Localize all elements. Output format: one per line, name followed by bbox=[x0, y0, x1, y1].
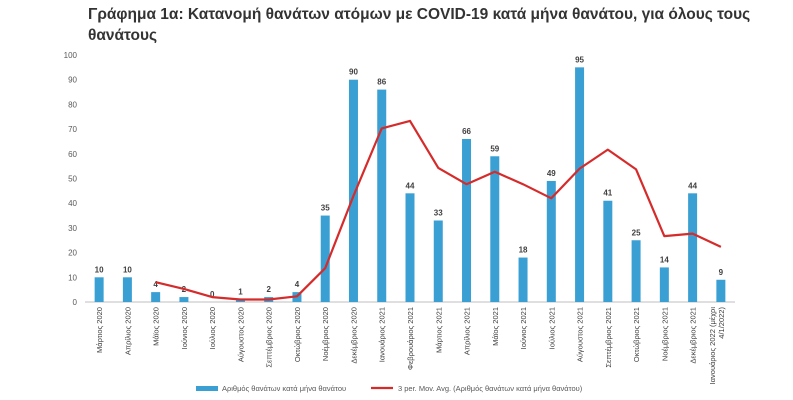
bar-value-label: 41 bbox=[603, 189, 612, 198]
y-tick-label: 20 bbox=[68, 249, 77, 258]
y-tick-label: 90 bbox=[68, 76, 77, 85]
x-tick-label: Απρίλιος 2021 bbox=[463, 307, 472, 355]
bar bbox=[94, 277, 104, 302]
y-tick-label: 40 bbox=[68, 199, 77, 208]
y-tick-label: 80 bbox=[68, 100, 77, 109]
bar-value-label: 2 bbox=[266, 285, 271, 294]
x-tick-label: Μάϊος 2020 bbox=[152, 307, 161, 346]
bar bbox=[122, 277, 132, 302]
x-tick-label: Μάϊος 2021 bbox=[491, 307, 500, 346]
bar-value-label: 66 bbox=[462, 127, 471, 136]
y-tick-label: 0 bbox=[73, 298, 78, 307]
bar bbox=[546, 180, 556, 302]
y-tick-label: 70 bbox=[68, 125, 77, 134]
bar bbox=[151, 292, 161, 302]
y-tick-label: 100 bbox=[64, 51, 78, 60]
bar-value-label: 4 bbox=[295, 280, 300, 289]
bar bbox=[688, 193, 698, 302]
x-tick-label: Σεπτέμβριος 2020 bbox=[265, 307, 274, 368]
bar-value-label: 33 bbox=[434, 208, 443, 217]
y-tick-label: 50 bbox=[68, 175, 77, 184]
bar-value-label: 1 bbox=[238, 288, 243, 297]
bar bbox=[320, 215, 330, 302]
chart-title: Γράφημα 1α: Κατανομή θανάτων ατόμων με C… bbox=[88, 6, 751, 44]
bar bbox=[716, 279, 726, 302]
x-tick-label: Νοέμβριος 2020 bbox=[321, 307, 330, 361]
x-tick-label: Μάρτιος 2021 bbox=[434, 307, 443, 353]
bar-value-label: 49 bbox=[547, 169, 556, 178]
bar bbox=[235, 299, 245, 302]
legend-bar-label: Αριθμός θανάτων κατά μήνα θανάτου bbox=[222, 384, 346, 393]
legend-bar-swatch bbox=[196, 386, 218, 391]
x-tick-label: Ιανουάριος 2021 bbox=[378, 307, 387, 362]
bar bbox=[631, 240, 641, 302]
x-tick-label: Σεπτέμβριος 2021 bbox=[604, 307, 613, 368]
bar-value-label: 18 bbox=[519, 246, 528, 255]
bar bbox=[179, 297, 189, 302]
x-tick-label: Φεβρουάριος 2021 bbox=[406, 307, 415, 370]
bar-value-label: 0 bbox=[210, 290, 215, 299]
bar bbox=[603, 200, 613, 302]
x-tick-label: Απρίλιος 2020 bbox=[123, 307, 132, 355]
bar-value-label: 86 bbox=[377, 78, 386, 87]
bar bbox=[518, 257, 528, 302]
x-tick-label: Ιανουάριος 2022 (μέχρι4/1/2022) bbox=[708, 307, 726, 385]
bar-value-label: 25 bbox=[632, 228, 641, 237]
bar bbox=[462, 138, 472, 302]
bar-value-label: 10 bbox=[95, 265, 104, 274]
bar bbox=[575, 67, 585, 302]
bar bbox=[433, 220, 443, 302]
bar-value-label: 95 bbox=[575, 55, 584, 64]
x-tick-label: Ιούλιος 2020 bbox=[208, 307, 217, 349]
x-tick-label: Νοέμβριος 2021 bbox=[660, 307, 669, 361]
bar bbox=[405, 193, 415, 302]
bar-value-label: 9 bbox=[719, 268, 724, 277]
moving-average-line bbox=[155, 119, 722, 301]
y-tick-label: 60 bbox=[68, 150, 77, 159]
x-tick-label: Ιούνιος 2020 bbox=[180, 307, 189, 349]
x-tick-label: Αύγουστος 2020 bbox=[236, 307, 245, 362]
y-tick-label: 30 bbox=[68, 224, 77, 233]
bar bbox=[377, 89, 387, 302]
x-tick-label: Οκτώβριος 2021 bbox=[632, 307, 641, 362]
x-tick-label: Ιούνιος 2021 bbox=[519, 307, 528, 349]
bar-value-label: 35 bbox=[321, 204, 330, 213]
legend-line-label: 3 per. Mov. Avg. (Αριθμός θανάτων κατά μ… bbox=[398, 384, 583, 393]
x-tick-label: Ιούλιος 2021 bbox=[547, 307, 556, 349]
y-tick-label: 10 bbox=[68, 273, 77, 282]
bar bbox=[659, 267, 669, 302]
bar-value-label: 4 bbox=[153, 280, 158, 289]
x-tick-label: Οκτώβριος 2020 bbox=[293, 307, 302, 362]
bar bbox=[490, 156, 500, 302]
x-tick-label: Δεκέμβριος 2020 bbox=[349, 307, 358, 364]
bar-value-label: 59 bbox=[490, 144, 499, 153]
bar-value-label: 90 bbox=[349, 68, 358, 77]
bar-value-label: 44 bbox=[406, 181, 415, 190]
x-tick-label: Μάρτιος 2020 bbox=[95, 307, 104, 353]
bar-value-label: 44 bbox=[688, 181, 697, 190]
bar-value-label: 14 bbox=[660, 255, 669, 264]
bar bbox=[348, 79, 358, 302]
x-tick-label: Δεκέμβριος 2021 bbox=[689, 307, 698, 364]
bar-value-label: 10 bbox=[123, 265, 132, 274]
x-tick-label: Αύγουστος 2021 bbox=[576, 307, 585, 362]
